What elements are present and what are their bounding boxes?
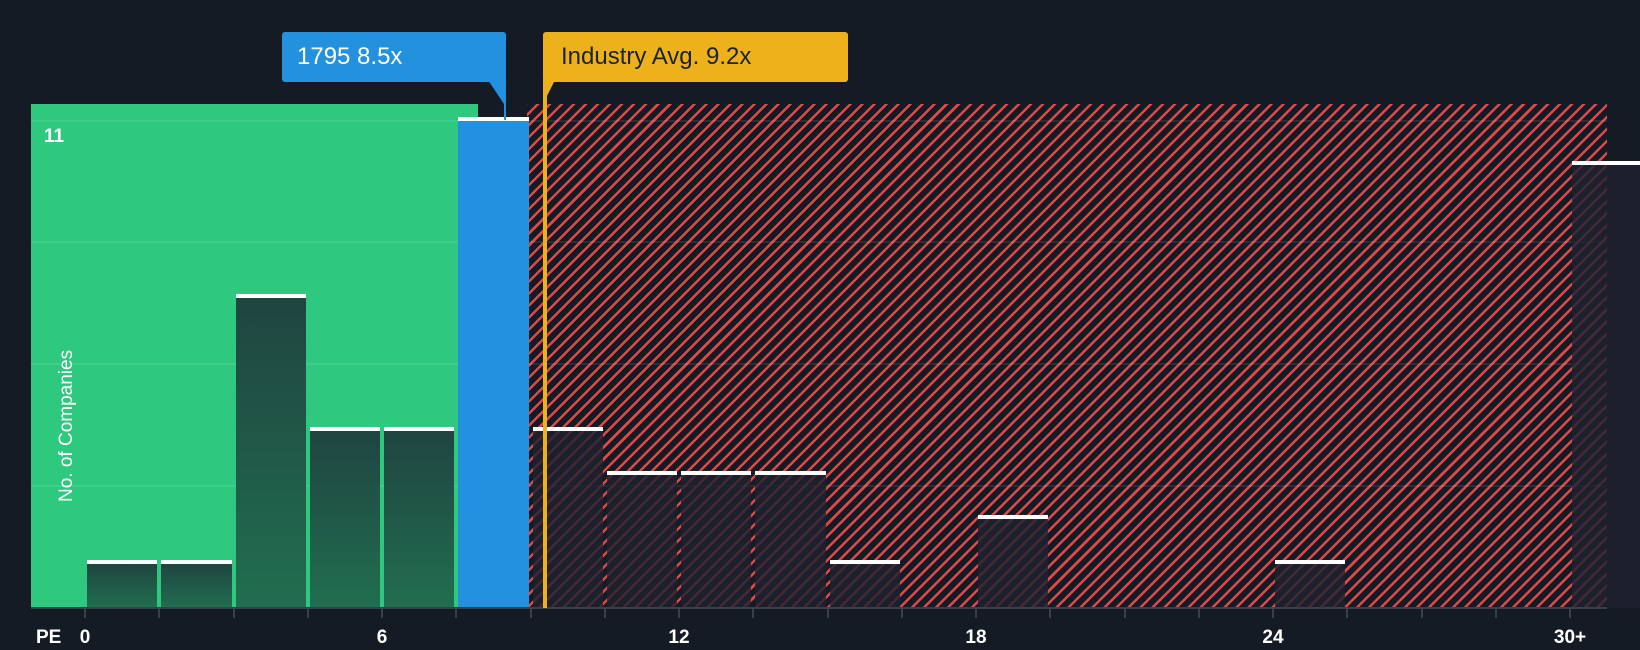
x-tick — [1494, 609, 1497, 618]
bar-cap — [532, 426, 603, 431]
histogram-bar — [978, 515, 1049, 608]
bar-cap — [235, 293, 306, 298]
histogram-bar — [1275, 559, 1346, 608]
x-tick-label: 12 — [668, 627, 690, 648]
histogram-bar — [309, 426, 380, 608]
x-tick — [603, 609, 606, 618]
histogram-bar — [161, 559, 232, 608]
y-axis-label: No. of Companies — [56, 349, 77, 502]
histogram-bar — [829, 559, 900, 608]
x-tick — [158, 609, 161, 618]
x-tick — [1569, 609, 1571, 618]
x-tick — [381, 609, 383, 618]
subject-callout-stem — [504, 80, 506, 120]
x-tick-label: 6 — [376, 627, 388, 648]
bar-cap — [309, 426, 380, 431]
x-tick — [975, 609, 977, 618]
x-tick — [1123, 609, 1126, 618]
histogram-bar — [87, 559, 158, 608]
x-tick — [1272, 609, 1274, 618]
x-tick — [529, 609, 532, 618]
subject-bar — [458, 116, 529, 608]
histogram-bar — [1572, 161, 1640, 608]
y-max-label: 11 — [44, 126, 65, 147]
x-tick — [1197, 609, 1200, 618]
x-tick-label: 24 — [1262, 627, 1284, 648]
bar-cap — [1572, 161, 1640, 165]
x-tick — [678, 609, 680, 618]
bar-cap — [458, 116, 529, 121]
bar-cap — [87, 559, 158, 564]
x-tick — [1420, 609, 1423, 618]
x-tick — [900, 609, 903, 618]
x-tick — [1346, 609, 1349, 618]
x-tick — [752, 609, 755, 618]
bar-cap — [384, 426, 455, 431]
x-axis-label: PE — [36, 627, 62, 648]
x-tick-label: 0 — [79, 627, 91, 648]
bar-cap — [755, 471, 826, 476]
bar-cap — [606, 471, 677, 476]
x-tick — [455, 609, 458, 618]
bar-cap — [681, 471, 752, 476]
x-tick-label: 18 — [965, 627, 987, 648]
subject-callout: 1795 8.5x — [282, 32, 506, 82]
x-tick — [826, 609, 829, 618]
industry-avg-callout: Industry Avg. 9.2x — [543, 32, 848, 82]
bar-cap — [1275, 559, 1346, 564]
histogram-bar — [606, 471, 677, 608]
gridline — [31, 241, 1607, 243]
bar-cap — [161, 559, 232, 564]
histogram-bar — [384, 426, 455, 608]
x-axis — [31, 607, 1607, 609]
bar-cap — [978, 515, 1049, 520]
histogram-bar — [235, 293, 306, 608]
industry-callout-pointer — [543, 80, 555, 104]
subject-callout-pointer — [488, 80, 504, 104]
histogram-bar — [755, 471, 826, 608]
chart-plot-area — [31, 104, 1640, 608]
x-tick — [1049, 609, 1052, 618]
x-tick-label: 30+ — [1553, 627, 1587, 648]
x-tick — [306, 609, 309, 618]
x-tick — [232, 609, 235, 618]
x-tick — [84, 609, 86, 618]
gridline — [31, 120, 1607, 122]
bar-cap — [829, 559, 900, 564]
histogram-bar — [681, 471, 752, 608]
industry-avg-line — [543, 80, 547, 608]
gridline — [31, 363, 1607, 365]
